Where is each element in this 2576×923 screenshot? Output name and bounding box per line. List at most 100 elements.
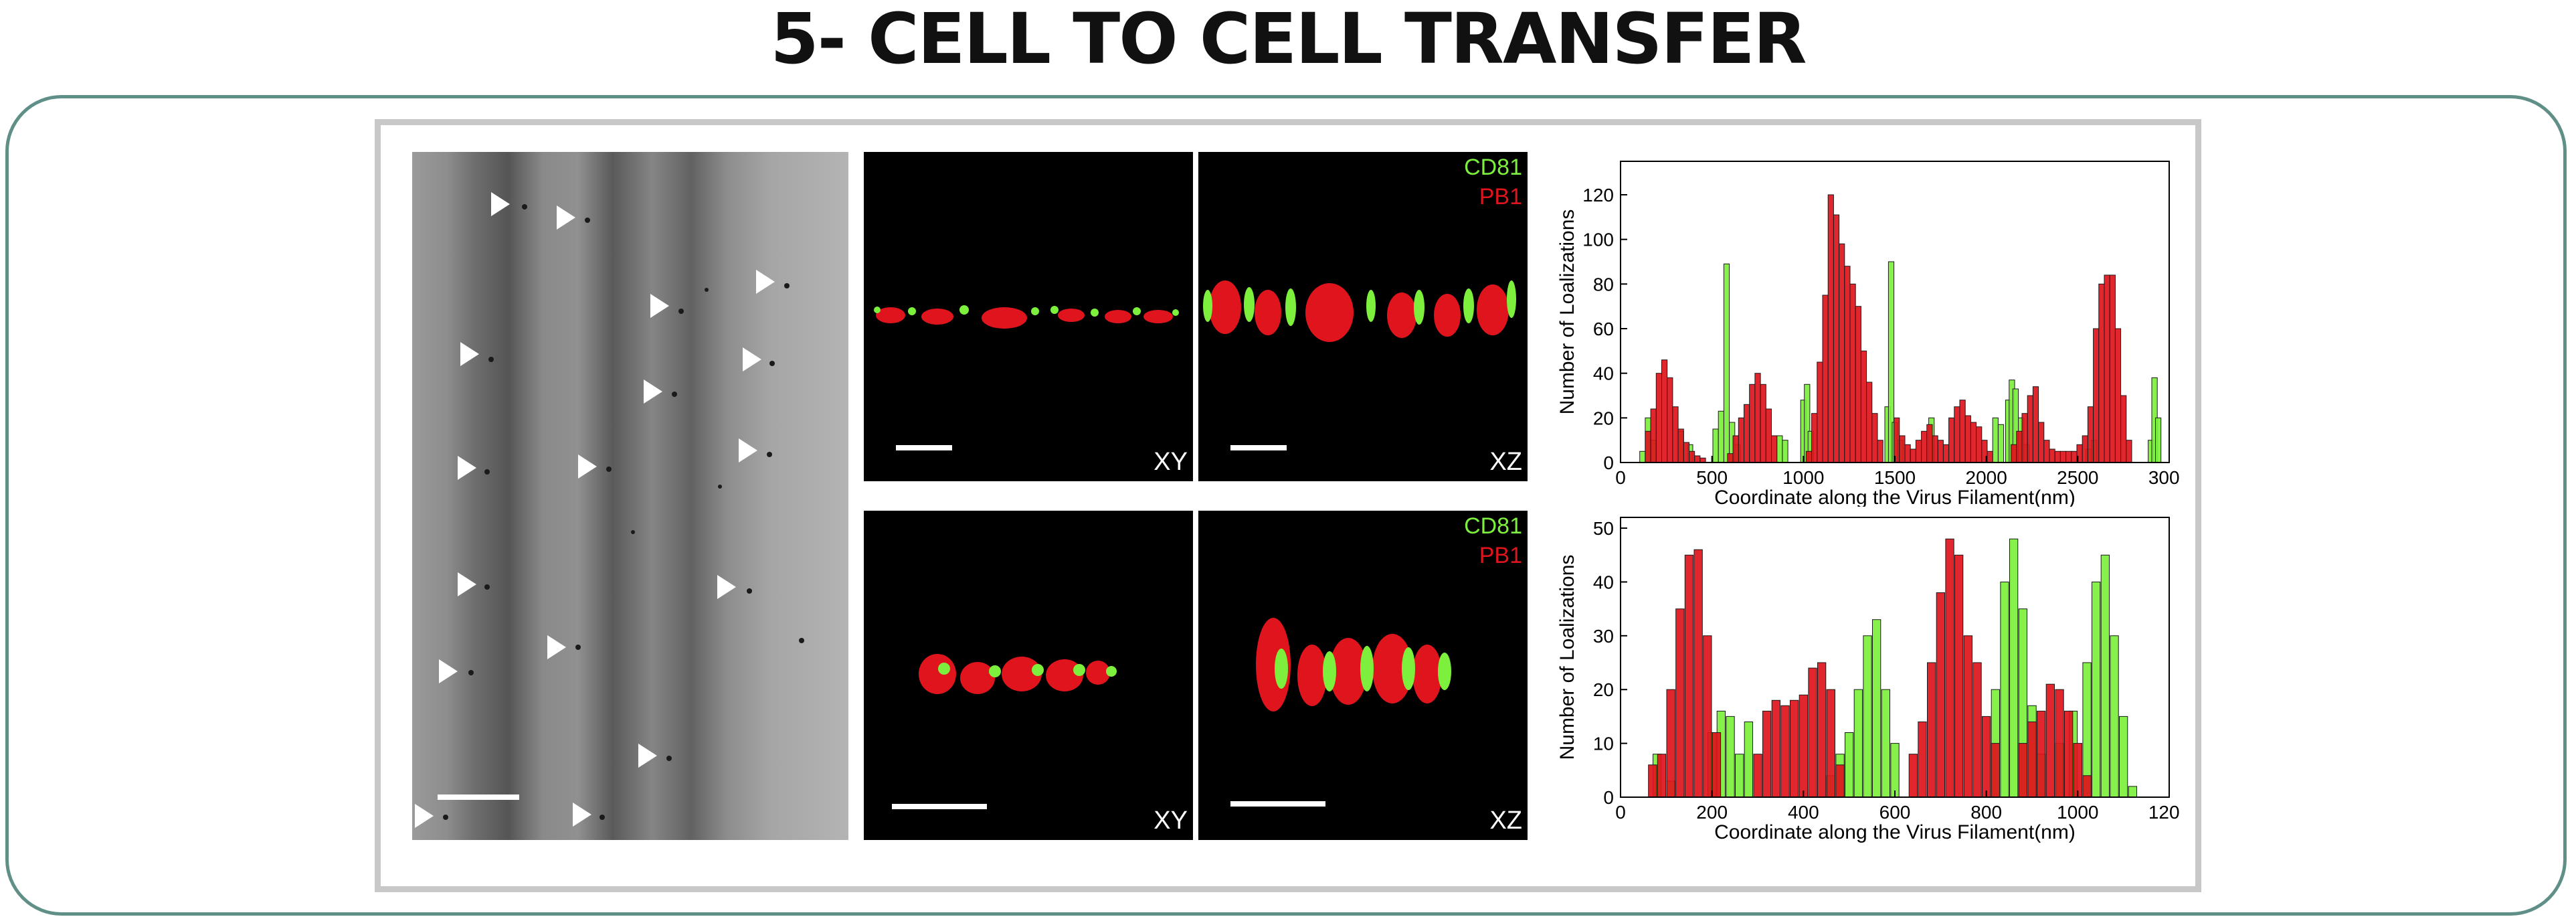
plot-frame — [1620, 161, 2170, 463]
bar — [1910, 448, 1916, 463]
y-tick-label: 0 — [1603, 452, 1614, 473]
scale-bar — [896, 445, 952, 450]
y-tick-label: 40 — [1593, 572, 1614, 592]
x-tick-label: 800 — [1970, 802, 2002, 823]
bar — [1732, 435, 1739, 463]
bar — [2087, 406, 2094, 463]
series-1 — [1645, 194, 2132, 463]
bar — [2092, 582, 2101, 798]
bar — [2055, 689, 2064, 798]
x-tick-label: 1000 — [2057, 802, 2098, 823]
bar — [2073, 743, 2083, 798]
bar — [1970, 422, 1977, 463]
bar — [1932, 435, 1938, 463]
y-tick-label: 0 — [1603, 787, 1614, 808]
localization-image-bottom-xy — [919, 654, 1117, 694]
bar — [1855, 306, 1861, 463]
bar — [1976, 426, 1983, 463]
channel-label-cd81: CD81 — [1464, 155, 1522, 180]
bar — [2114, 328, 2122, 463]
bar — [2082, 775, 2092, 798]
bar — [1749, 384, 1756, 463]
bar — [1744, 722, 1754, 798]
y-axis-label: Number of Loalizations — [1556, 555, 1578, 760]
bar — [1890, 743, 1900, 798]
bar — [1963, 635, 1973, 798]
bar — [2016, 430, 2023, 463]
plane-label-xy: XY — [1154, 448, 1188, 476]
bar — [2071, 450, 2078, 463]
y-axis-label: Number of Loalizations — [1556, 209, 1578, 415]
bar — [1661, 359, 1668, 463]
bar — [1677, 428, 1684, 463]
bar — [2155, 417, 2162, 463]
bar — [1726, 716, 1735, 798]
bar — [1860, 350, 1867, 463]
bar — [1712, 428, 1719, 463]
channel-label-pb1: PB1 — [1479, 184, 1522, 209]
bar — [1936, 592, 1946, 798]
bar — [1645, 430, 1651, 463]
bar — [1926, 424, 1933, 463]
bar — [1833, 214, 1840, 463]
bar — [2009, 538, 2019, 798]
x-axis-label: Coordinate along the Virus Filament(nm) — [1714, 821, 2076, 843]
bar — [1845, 732, 1854, 798]
scale-bar — [1230, 801, 1325, 807]
bar — [2043, 440, 2050, 463]
x-tick-label: 0 — [1615, 802, 1626, 823]
micrograph-bottom-xy: XY — [864, 511, 1193, 840]
channel-label-pb1: PB1 — [1479, 543, 1522, 568]
x-tick-label: 500 — [1696, 467, 1728, 488]
channel-label-cd81: CD81 — [1464, 513, 1522, 539]
bar — [1945, 538, 1954, 798]
bar — [1844, 266, 1851, 463]
bar — [1915, 440, 1922, 463]
localization-image-top-xz — [1203, 280, 1516, 342]
bar — [1771, 699, 1781, 798]
figure-panel: XY CD81 PB1 XZ — [375, 119, 2201, 892]
localization-image-top-xy — [874, 305, 1179, 329]
bar — [1703, 635, 1712, 798]
y-tick-label: 40 — [1593, 363, 1614, 384]
bar — [1964, 415, 1971, 463]
bar — [1948, 417, 1955, 463]
bar — [2037, 710, 2046, 798]
bar — [1699, 457, 1706, 463]
bar — [1959, 400, 1966, 463]
bar — [1904, 444, 1911, 463]
bar — [2098, 283, 2105, 463]
localization-image-bottom-xz — [1256, 618, 1451, 711]
bar — [2054, 450, 2061, 463]
bar — [1849, 283, 1856, 463]
bar — [2128, 786, 2138, 798]
bar — [1822, 295, 1829, 463]
bar — [2093, 328, 2100, 463]
scale-bar — [892, 804, 987, 809]
bar — [1872, 619, 1881, 798]
bar — [1817, 361, 1823, 463]
bar — [1991, 743, 2001, 798]
y-tick-label: 100 — [1582, 230, 1614, 250]
content-frame — [5, 95, 2567, 916]
x-tick-label: 2000 — [1966, 467, 2007, 488]
micrograph-bottom-xz: CD81 PB1 XZ — [1198, 511, 1528, 840]
series-0 — [1639, 261, 2162, 463]
x-tick-label: 1500 — [1874, 467, 1916, 488]
plane-label-xz: XZ — [1489, 448, 1522, 476]
x-axis-label: Coordinate along the Virus Filament(nm) — [1714, 487, 2076, 507]
micrograph-top-xz: CD81 PB1 XZ — [1198, 152, 1528, 481]
bar — [2119, 716, 2128, 798]
bar — [1689, 450, 1695, 463]
bar — [1863, 635, 1872, 798]
bar — [2110, 635, 2119, 798]
bar — [1771, 435, 1778, 463]
bar — [1992, 417, 1999, 463]
bar — [2000, 582, 2009, 798]
bar — [1693, 549, 1703, 798]
bar — [1972, 662, 1982, 798]
bar — [1765, 408, 1772, 463]
bar — [1942, 444, 1950, 463]
